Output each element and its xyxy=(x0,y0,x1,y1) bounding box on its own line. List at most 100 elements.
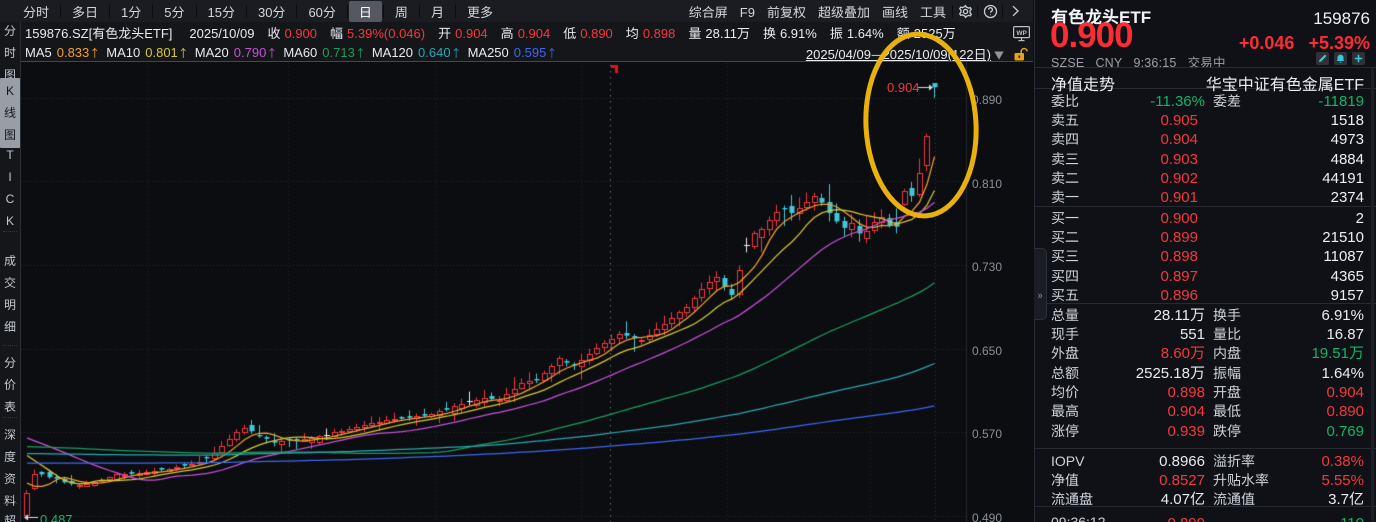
alert-bell-icon[interactable] xyxy=(1334,52,1347,65)
quote-info-bar: 159876.SZ[有色龙头ETF] 2025/10/09 收 0.900 幅 5.3… xyxy=(21,22,1033,42)
tab-divider xyxy=(195,4,197,18)
toolbar-right: 综合屏 F9 前复权 超级叠加 画线 工具 xyxy=(683,0,1033,22)
sidebar-separator xyxy=(3,417,17,418)
quote-field-开: 开 0.904 xyxy=(438,22,488,42)
ma-up-arrow: ↑ xyxy=(89,45,101,61)
toolbar-item-综合屏[interactable]: 综合屏 xyxy=(688,1,728,21)
bid-row-买一: 买一 0.900 2 xyxy=(1051,206,1364,228)
period-tab-周[interactable]: 周 xyxy=(394,1,408,21)
help-icon[interactable] xyxy=(978,0,1002,22)
tab-divider xyxy=(296,4,298,18)
nav-label: 净值走势 xyxy=(1051,71,1116,95)
period-tabs: 分时 多日 1分 5分 15分 30分 60分日周 月 更多 xyxy=(0,0,504,22)
ma-legend-MA5: MA5 0.833↑ xyxy=(25,42,101,61)
panel-scrollbar-track[interactable] xyxy=(1371,68,1374,522)
ma-up-arrow: ↑ xyxy=(546,45,558,61)
wp-window-icon[interactable]: WP xyxy=(1012,23,1031,47)
tab-divider xyxy=(346,4,348,18)
sidebar-tab-分时图[interactable]: 分时图 xyxy=(3,22,16,83)
toolbar-item-F9[interactable]: F9 xyxy=(739,1,755,21)
tab-divider xyxy=(418,4,420,18)
add-plus-icon[interactable] xyxy=(1352,52,1365,65)
edit-pencil-icon[interactable] xyxy=(1316,52,1329,65)
bid-row-买三: 买三 0.898 11087 xyxy=(1051,245,1364,267)
price-tick-0.810: 0.810 xyxy=(972,174,1003,192)
tick-volume: 110 xyxy=(1340,512,1364,522)
bid-ask-ratio-row: 委比 -11.36% 委差 -11819 xyxy=(1035,89,1376,111)
period-tab-30分[interactable]: 30分 xyxy=(257,1,286,21)
quote-date: 2025/10/09 xyxy=(189,22,255,42)
svg-text:WP: WP xyxy=(1016,30,1027,37)
ma-up-arrow: ↑ xyxy=(177,45,189,61)
ma-legend-bar: MA5 0.833↑ MA10 0.801↑ MA20 0.790↑ MA60 0.713↑ M… xyxy=(21,42,1033,63)
period-tab-1分[interactable]: 1分 xyxy=(121,1,142,21)
tab-divider xyxy=(382,4,384,18)
quote-field-收: 收 0.900 xyxy=(267,22,318,42)
period-tab-多日[interactable]: 多日 xyxy=(72,1,99,21)
period-tab-60分[interactable]: 60分 xyxy=(308,1,336,21)
stat-row-IOPV: IOPV 0.8966 溢折率 0.38% xyxy=(1051,449,1364,471)
tab-divider xyxy=(109,4,111,18)
nav-row[interactable]: 净值走势 华宝中证有色金属ETF xyxy=(1035,67,1376,95)
sidebar-tab-成交明细[interactable]: 成交明细 xyxy=(3,252,16,335)
toolbar-item-超级叠加[interactable]: 超级叠加 xyxy=(817,1,870,21)
price-change: +0.046 +5.39% xyxy=(1238,29,1370,55)
toolbar-item-前复权[interactable]: 前复权 xyxy=(766,1,806,21)
period-tab-日[interactable]: 日 xyxy=(348,0,382,22)
quote-fields: 收 0.900 幅 5.39%(0.046) 开 0.904 高 0.904 低 0.890 均 0.… xyxy=(267,23,968,42)
price-tick-0.570: 0.570 xyxy=(972,425,1003,442)
toolbar-tools: 综合屏 F9 前复权 超级叠加 画线 工具 xyxy=(683,1,952,22)
stock-code: 159876 xyxy=(1313,4,1370,29)
sidebar-tab-分价表[interactable]: 分价表 xyxy=(3,354,16,415)
price-tick-0.650: 0.650 xyxy=(972,341,1003,359)
ma-legend-items: MA5 0.833↑ MA10 0.801↑ MA20 0.790↑ MA60 0.713↑ M… xyxy=(25,42,563,61)
tab-divider xyxy=(245,4,247,18)
bid-row-买四: 买四 0.897 4365 xyxy=(1051,264,1364,286)
period-tab-月[interactable]: 月 xyxy=(430,1,444,21)
tick-row: 09:36:12 0.899 110 xyxy=(1035,506,1376,522)
quote-field-均: 均 0.898 xyxy=(625,22,676,42)
tab-divider xyxy=(152,4,154,18)
period-tab-15分[interactable]: 15分 xyxy=(207,1,235,21)
toolbar-item-画线[interactable]: 画线 xyxy=(881,1,908,21)
ma-up-arrow: ↑ xyxy=(450,45,462,61)
stat-row-外盘: 外盘 8.60万 内盘 19.51万 xyxy=(1051,342,1364,364)
caret-down-icon: ▼ xyxy=(994,47,1004,62)
ma-legend-MA60: MA60 0.713↑ xyxy=(283,42,366,61)
book-divider: 买一 0.900 2 买二 0.899 21510 买三 0.898 11087 买四 0.897 4… xyxy=(1035,205,1376,305)
sidebar-tab-深度资料[interactable]: 深度资料 xyxy=(3,426,16,509)
ask-row-卖三: 卖三 0.903 4884 xyxy=(1051,147,1364,169)
unlock-icon[interactable] xyxy=(1013,43,1029,67)
price-tick-0.490: 0.490 xyxy=(972,508,1003,522)
top-toolbar: 分时 多日 1分 5分 15分 30分 60分日周 月 更多 综合屏 F9 前复权 超级叠加 画线 工具 xyxy=(0,0,1033,22)
symbol-label: 159876.SZ[有色龙头ETF] xyxy=(25,22,173,42)
bid-row-买二: 买二 0.899 21510 xyxy=(1051,226,1364,248)
stat-row-涨停: 涨停 0.939 跌停 0.769 xyxy=(1051,419,1364,441)
low-price-marker: 0.487 xyxy=(40,509,73,522)
header-buttons xyxy=(1316,52,1365,65)
collapse-panel-handle[interactable]: » xyxy=(1034,248,1047,320)
stat-row-总量: 总量 28.11万 换手 6.91% xyxy=(1051,303,1364,325)
ma-up-arrow: ↑ xyxy=(354,45,366,61)
period-tab-更多[interactable]: 更多 xyxy=(466,1,493,21)
period-tab-分时[interactable]: 分时 xyxy=(23,1,50,21)
sidebar-tab-超[interactable]: 超 xyxy=(3,512,16,522)
toolbar-divider xyxy=(952,4,953,18)
period-tab-5分[interactable]: 5分 xyxy=(164,1,185,21)
chevron-right-icon[interactable] xyxy=(1003,0,1027,22)
quote-field-额: 额 2525万 xyxy=(896,22,956,42)
sidebar-separator xyxy=(3,503,17,504)
price-tick-0.890: 0.890 xyxy=(972,91,1003,108)
stat-row-均价: 均价 0.898 开盘 0.904 xyxy=(1051,381,1364,403)
ma-up-arrow: ↑ xyxy=(266,45,278,61)
ask-row-卖一: 卖一 0.901 2374 xyxy=(1051,186,1364,208)
kline-chart[interactable]: 0.890 0.810 0.730 0.650 0.570 0.490 0.904 0.4… xyxy=(21,61,1033,522)
toolbar-item-工具[interactable]: 工具 xyxy=(919,1,946,21)
market-status: SZSE CNY 9:36:15 交易中 xyxy=(1051,52,1226,71)
ma-legend-MA250: MA250 0.595↑ xyxy=(467,42,558,61)
settings-gear-icon[interactable] xyxy=(953,0,977,22)
high-price-marker: 0.904 xyxy=(887,77,920,96)
